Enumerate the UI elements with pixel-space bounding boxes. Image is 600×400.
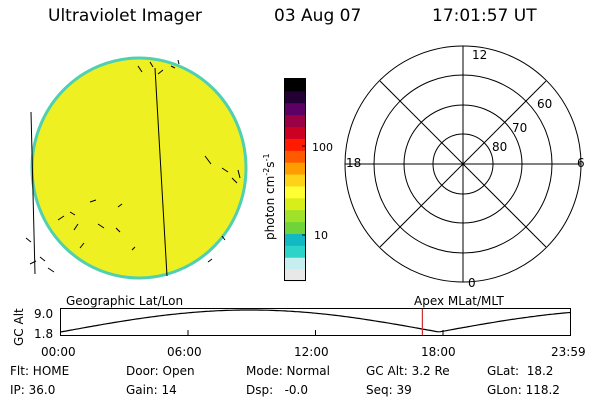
time-tick-1800: 18:00: [421, 345, 456, 359]
colorbar-segment: [285, 162, 306, 175]
color-scale-bar: [284, 78, 306, 282]
status-glat: GLat: 18.2: [487, 364, 554, 378]
lat-label-70: 70: [512, 121, 528, 135]
colorbar-tick-10: 10: [314, 229, 328, 242]
mlt-label-0: 0: [468, 276, 476, 290]
apex-label: Apex MLat/MLT: [414, 294, 504, 308]
geographic-label: Geographic Lat/Lon: [66, 294, 184, 308]
status-gc-alt: GC Alt: 3.2 Re: [366, 364, 450, 378]
uv-image-disk: [25, 56, 248, 280]
status-flt: Flt: HOME: [10, 364, 70, 378]
status-glon: GLon: 118.2: [487, 383, 560, 397]
lat-label-80: 80: [492, 140, 508, 154]
imager-title: Ultraviolet Imager: [48, 6, 202, 26]
status-seq: Seq: 39: [366, 383, 412, 397]
colorbar-segment: [285, 269, 306, 282]
timeline-axis-title: GC Alt: [12, 308, 26, 346]
altitude-timeline: [60, 308, 571, 336]
time-tick-0600: 06:00: [167, 345, 202, 359]
colorbar-segment: [285, 233, 306, 246]
time-label: 17:01:57 UT: [432, 6, 537, 26]
colorbar-segment: [285, 257, 306, 270]
date-label: 03 Aug 07: [274, 6, 362, 26]
alt-tick-bottom: 1.8: [34, 327, 54, 341]
colorbar-unit-label: photon cm-2s-1: [262, 153, 277, 240]
time-tick-2359: 23:59: [551, 345, 586, 359]
mlt-label-6: 6: [577, 156, 585, 170]
colorbar-segment: [285, 90, 306, 104]
colorbar-segment: [285, 126, 306, 139]
alt-tick-top: 9.0: [34, 307, 54, 321]
colorbar-segment: [285, 209, 306, 223]
colorbar-segment: [285, 79, 306, 92]
status-ip: IP: 36.0: [10, 383, 56, 397]
colorbar-segment: [285, 138, 306, 151]
status-gain: Gain: 14: [126, 383, 177, 397]
colorbar-segment: [285, 185, 306, 199]
colorbar-segment: [285, 102, 306, 116]
colorbar-tick-100: 100: [312, 141, 333, 154]
colorbar-segment: [285, 174, 306, 187]
colorbar-segment: [285, 245, 306, 258]
status-mode: Mode: Normal: [246, 364, 330, 378]
polar-grid: [344, 45, 582, 283]
colorbar-segment: [285, 221, 306, 234]
colorbar-segment: [285, 114, 306, 128]
lat-label-60: 60: [537, 97, 553, 111]
colorbar-segment: [285, 150, 306, 163]
colorbar-segment: [285, 197, 306, 211]
time-tick-0000: 00:00: [41, 345, 76, 359]
status-door: Door: Open: [126, 364, 195, 378]
mlt-label-12: 12: [472, 48, 488, 62]
mlt-label-18: 18: [346, 156, 362, 170]
status-dsp: Dsp: -0.0: [246, 383, 309, 397]
time-tick-1200: 12:00: [294, 345, 329, 359]
